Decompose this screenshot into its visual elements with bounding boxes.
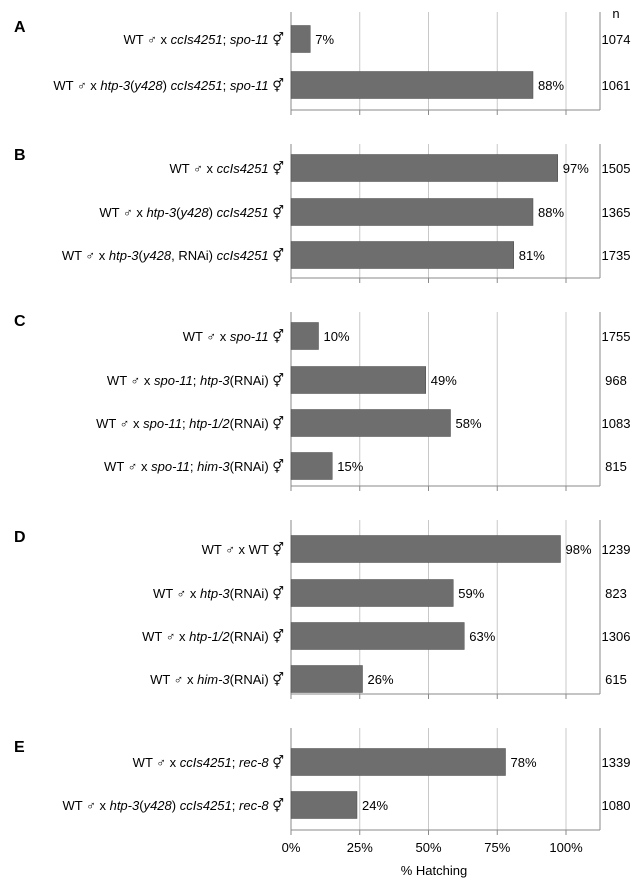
n-value: 1074 bbox=[602, 32, 631, 47]
row-label: WT ♂ x spo-11; htp-3(RNAi) ⚥ bbox=[107, 373, 284, 388]
bar-value-label: 88% bbox=[538, 205, 564, 220]
row-label: WT ♂ x ccIs4251; rec-8 ⚥ bbox=[133, 755, 284, 770]
n-column-header: n bbox=[612, 6, 619, 21]
bar bbox=[290, 665, 363, 693]
bar-value-label: 98% bbox=[566, 542, 592, 557]
n-value: 1306 bbox=[602, 629, 631, 644]
bar bbox=[290, 71, 534, 99]
row-label: WT ♂ x htp-3(y428) ccIs4251; rec-8 ⚥ bbox=[63, 798, 284, 813]
row-label: WT ♂ x htp-3(y428) ccIs4251; spo-11 ⚥ bbox=[53, 78, 284, 93]
x-tick-label: 75% bbox=[484, 840, 510, 855]
n-value: 1755 bbox=[602, 329, 631, 344]
row-label: WT ♂ x spo-11 ⚥ bbox=[183, 329, 284, 344]
bar-value-label: 26% bbox=[368, 672, 394, 687]
bar bbox=[290, 748, 506, 776]
n-value: 1505 bbox=[602, 161, 631, 176]
bar-value-label: 49% bbox=[431, 373, 457, 388]
bar-value-label: 97% bbox=[563, 161, 589, 176]
panel-label: A bbox=[14, 19, 26, 36]
panel-b: B 97% 1505 WT ♂ x ccIs4251 ⚥ 88% 1365 WT ♂ x h… bbox=[14, 144, 630, 283]
bar bbox=[290, 154, 558, 182]
panel-label: D bbox=[14, 529, 26, 546]
bar bbox=[290, 622, 465, 650]
bar bbox=[290, 535, 561, 563]
row-label: WT ♂ x ccIs4251; spo-11 ⚥ bbox=[124, 32, 285, 47]
bar-value-label: 59% bbox=[458, 586, 484, 601]
row-label: WT ♂ x spo-11; him-3(RNAi) ⚥ bbox=[104, 459, 284, 474]
bar-value-label: 24% bbox=[362, 798, 388, 813]
bar-value-label: 78% bbox=[511, 755, 537, 770]
panel-d: D 98% 1239 WT ♂ x WT ⚥ 59% 823 WT ♂ x htp-3(RN… bbox=[14, 520, 630, 699]
n-value: 1339 bbox=[602, 755, 631, 770]
bar bbox=[290, 25, 311, 53]
bar bbox=[290, 791, 358, 819]
row-label: WT ♂ x htp-3(y428) ccIs4251 ⚥ bbox=[99, 205, 284, 220]
row-label: WT ♂ x htp-3(y428, RNAi) ccIs4251 ⚥ bbox=[62, 248, 284, 263]
n-value: 968 bbox=[605, 373, 627, 388]
x-tick-label: 0% bbox=[282, 840, 301, 855]
row-label: WT ♂ x htp-3(RNAi) ⚥ bbox=[153, 586, 284, 601]
panel-c: C 10% 1755 WT ♂ x spo-11 ⚥ 49% 968 WT ♂ x spo-… bbox=[14, 312, 630, 491]
row-label: WT ♂ x ccIs4251 ⚥ bbox=[170, 161, 284, 176]
bar-value-label: 15% bbox=[337, 459, 363, 474]
bar-value-label: 63% bbox=[469, 629, 495, 644]
x-axis: 0% 25% 50% 75% 100% bbox=[282, 840, 583, 855]
x-axis-title: % Hatching bbox=[401, 863, 467, 878]
row-label: WT ♂ x htp-1/2(RNAi) ⚥ bbox=[142, 629, 284, 644]
bar bbox=[290, 452, 333, 480]
bar bbox=[290, 409, 451, 437]
bar-value-label: 10% bbox=[324, 329, 350, 344]
bar bbox=[290, 241, 514, 269]
bar-value-label: 88% bbox=[538, 78, 564, 93]
x-tick-label: 25% bbox=[347, 840, 373, 855]
bar bbox=[290, 322, 319, 350]
panel-a: A 7% 1074 WT ♂ x ccIs4251; spo-11 ⚥ 88% 1061 W… bbox=[14, 12, 630, 115]
bar-value-label: 7% bbox=[315, 32, 334, 47]
panels-group: A 7% 1074 WT ♂ x ccIs4251; spo-11 ⚥ 88% 1061 W… bbox=[14, 12, 630, 835]
bar-value-label: 81% bbox=[519, 248, 545, 263]
bar-value-label: 58% bbox=[456, 416, 482, 431]
panel-label: B bbox=[14, 147, 26, 164]
n-value: 1083 bbox=[602, 416, 631, 431]
x-tick-label: 100% bbox=[549, 840, 583, 855]
panel-label: C bbox=[14, 313, 26, 330]
panel-e: E 78% 1339 WT ♂ x ccIs4251; rec-8 ⚥ 24% 1080 W… bbox=[14, 728, 630, 835]
row-label: WT ♂ x spo-11; htp-1/2(RNAi) ⚥ bbox=[96, 416, 284, 431]
bar bbox=[290, 366, 426, 394]
n-value: 1061 bbox=[602, 78, 631, 93]
row-label: WT ♂ x WT ⚥ bbox=[202, 542, 284, 557]
n-value: 1080 bbox=[602, 798, 631, 813]
panel-label: E bbox=[14, 739, 25, 756]
bar bbox=[290, 579, 454, 607]
x-tick-label: 50% bbox=[415, 840, 441, 855]
n-value: 1735 bbox=[602, 248, 631, 263]
n-value: 1239 bbox=[602, 542, 631, 557]
bar bbox=[290, 198, 534, 226]
n-value: 1365 bbox=[602, 205, 631, 220]
n-value: 615 bbox=[605, 672, 627, 687]
n-value: 815 bbox=[605, 459, 627, 474]
n-value: 823 bbox=[605, 586, 627, 601]
row-label: WT ♂ x him-3(RNAi) ⚥ bbox=[150, 672, 284, 687]
